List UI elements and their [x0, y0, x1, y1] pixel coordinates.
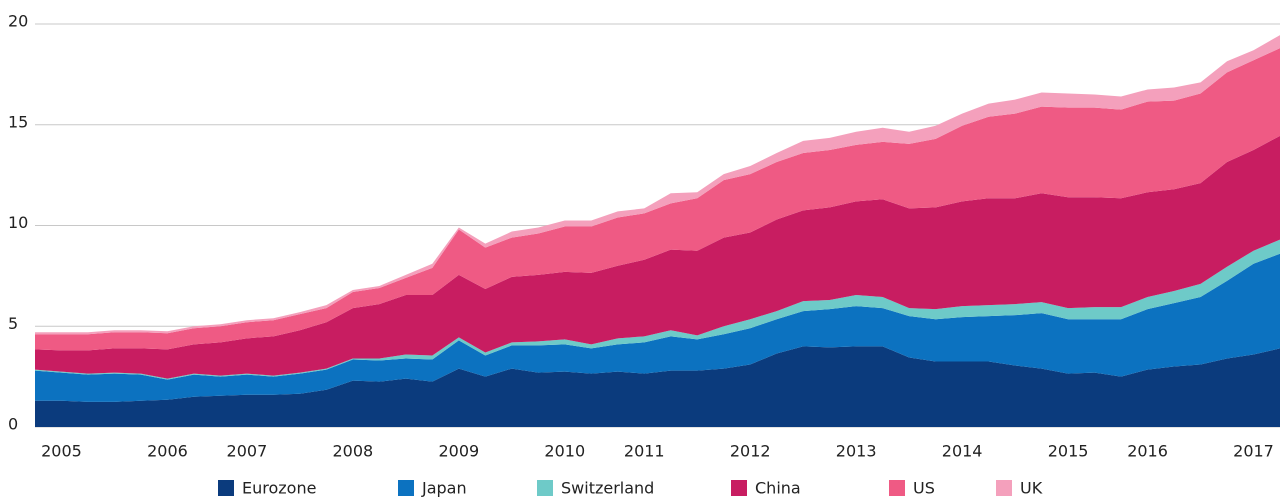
area [35, 135, 1280, 379]
areas [35, 35, 1280, 427]
x-tick-label: 2017 [1233, 442, 1274, 461]
x-tick-label: 2005 [41, 442, 82, 461]
legend-label: Japan [421, 479, 467, 498]
legend-swatch [537, 480, 553, 496]
y-tick-label: 5 [8, 314, 18, 333]
legend-label: China [755, 479, 801, 498]
x-tick-label: 2011 [624, 442, 665, 461]
x-tick-label: 2010 [544, 442, 585, 461]
x-tick-label: 2015 [1048, 442, 1089, 461]
legend-label: US [913, 479, 935, 498]
legend-label: Switzerland [561, 479, 654, 498]
x-tick-label: 2009 [438, 442, 479, 461]
y-tick-label: 15 [8, 112, 28, 131]
y-tick-label: 10 [8, 213, 28, 232]
legend-swatch [996, 480, 1012, 496]
area [35, 253, 1280, 402]
legend-swatch [218, 480, 234, 496]
x-tick-label: 2008 [333, 442, 374, 461]
x-tick-label: 2014 [942, 442, 983, 461]
y-tick-label: 0 [8, 415, 18, 434]
legend-swatch [889, 480, 905, 496]
legend-label: UK [1020, 479, 1043, 498]
x-tick-label: 2013 [836, 442, 877, 461]
legend-label: Eurozone [242, 479, 316, 498]
legend-swatch [731, 480, 747, 496]
legend-swatch [398, 480, 414, 496]
area [35, 346, 1280, 427]
area [35, 48, 1280, 351]
x-tick-label: 2016 [1127, 442, 1168, 461]
x-tick-label: 2006 [147, 442, 188, 461]
y-tick-label: 20 [8, 12, 28, 31]
area [35, 239, 1280, 380]
x-tick-label: 2012 [730, 442, 771, 461]
x-tick-label: 2007 [227, 442, 268, 461]
